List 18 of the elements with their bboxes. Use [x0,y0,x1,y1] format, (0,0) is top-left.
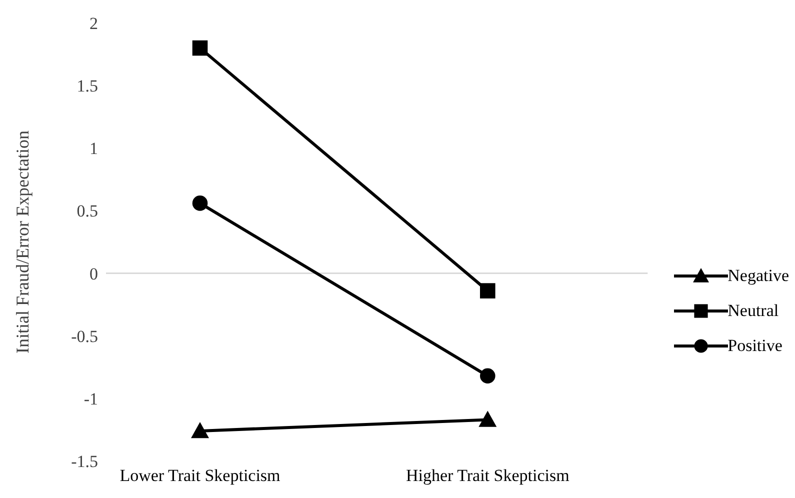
y-tick-label: 1 [90,139,98,158]
point [480,368,496,384]
y-axis-title: Initial Fraud/Error Expectation [12,130,32,354]
legend-label: Negative [728,266,789,286]
x-tick-label: Higher Trait Skepticism [406,466,570,486]
y-tick-label: -1 [84,389,98,408]
point [192,40,208,56]
y-tick-label: -0.5 [71,326,98,346]
y-tick-label: -1.5 [71,452,98,472]
y-tick-label: 1.5 [76,76,98,96]
y-tick-label: 0.5 [76,202,98,221]
point [192,196,208,211]
x-tick-label: Lower Trait Skepticism [120,466,280,486]
point [480,283,496,298]
legend-label: Neutral [728,300,779,320]
legend-label: Positive [728,336,782,356]
y-tick-label: 2 [90,14,98,34]
y-tick-label: 0 [90,264,98,284]
